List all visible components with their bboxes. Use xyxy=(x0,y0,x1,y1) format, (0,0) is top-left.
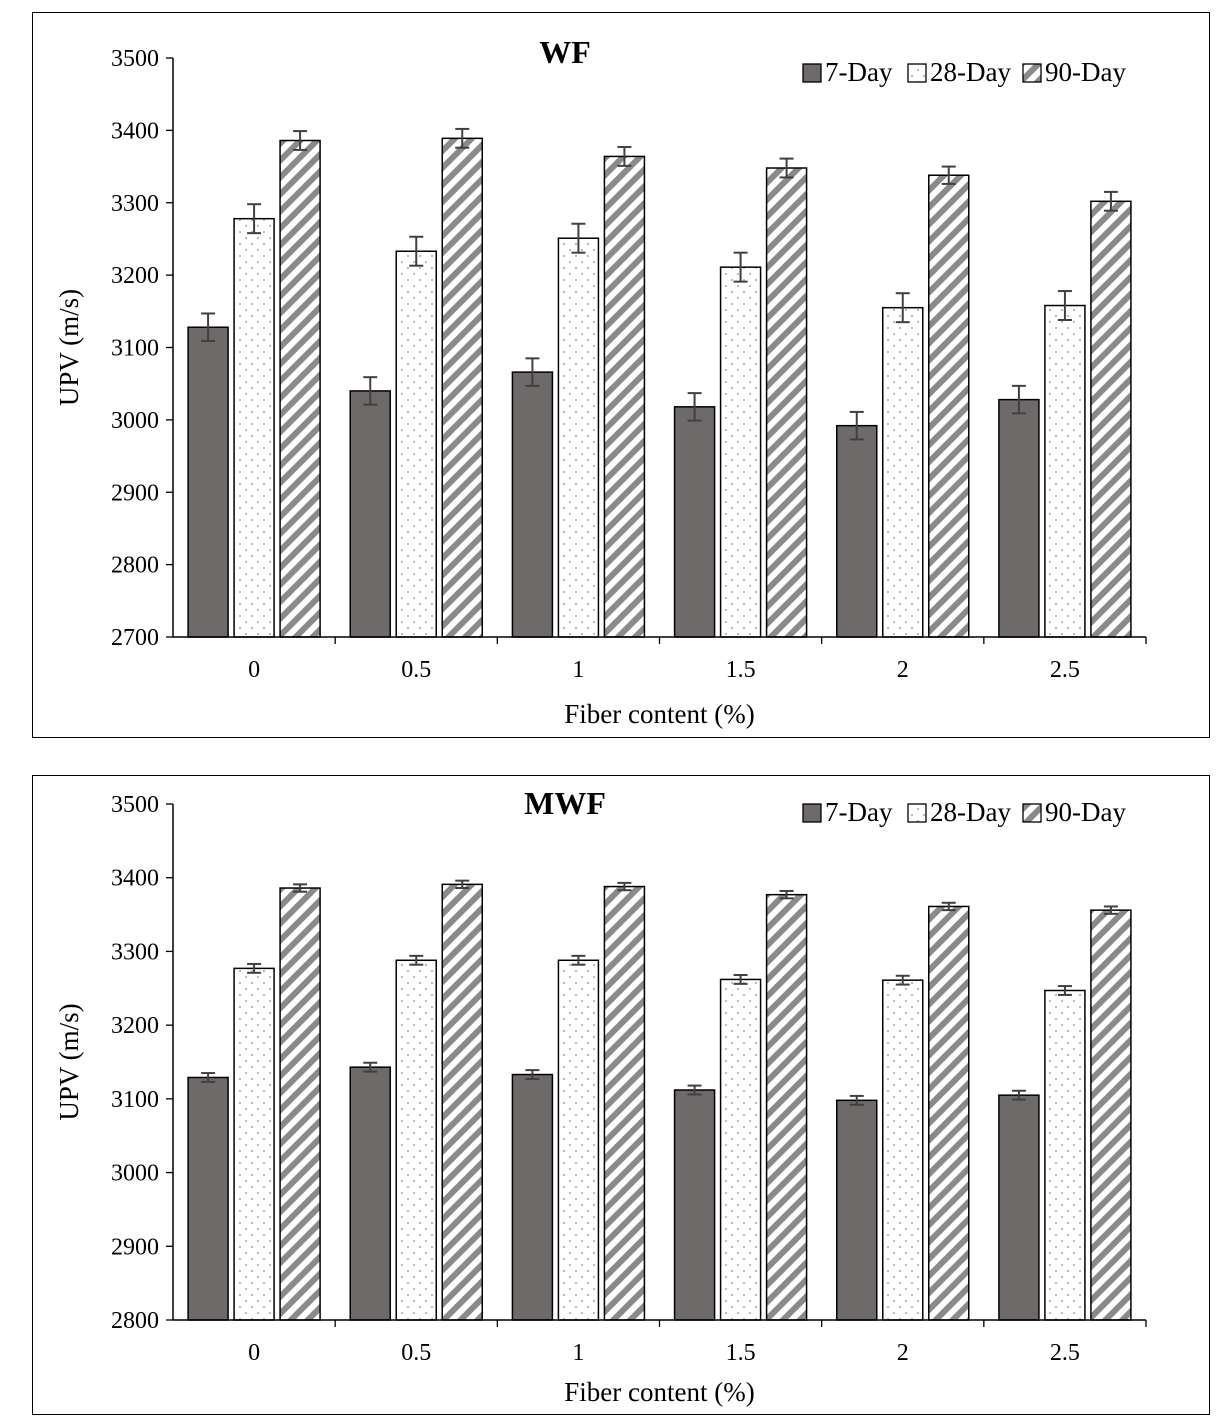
y-tick-label: 2800 xyxy=(111,553,159,579)
bar-28-day xyxy=(233,217,275,638)
bar-90-day xyxy=(279,139,321,638)
legend-label-7-day: 7-Day xyxy=(825,797,893,827)
y-axis-label: UPV (m/s) xyxy=(54,289,84,406)
bar-28-day xyxy=(557,237,600,638)
legend-swatch-90-day xyxy=(1022,63,1042,83)
bar-7-day xyxy=(836,1099,878,1321)
bar-7-day xyxy=(511,1073,554,1321)
y-tick-label: 3300 xyxy=(111,939,159,965)
bar-90-day xyxy=(603,885,646,1321)
bar-28-day xyxy=(1044,304,1086,638)
y-tick-label: 2700 xyxy=(111,625,159,651)
bar-90-day xyxy=(441,137,483,638)
bar-90-day xyxy=(765,167,808,638)
bar-28-day xyxy=(395,959,437,1321)
bar-7-day xyxy=(187,1076,229,1321)
bar-7-day xyxy=(349,1066,391,1321)
y-tick-label: 3400 xyxy=(111,118,159,144)
chart-svg-wf: 2700 2800 2900 3000 3100 3200 3300 3400 3500 0 0.5… xyxy=(54,34,1147,729)
bar-90-day xyxy=(1090,200,1132,638)
chart-title: MWF xyxy=(524,785,606,821)
bar-28-day xyxy=(233,967,275,1321)
chart-panel-wf: 2700 2800 2900 3000 3100 3200 3300 3400 3500 0 0.5… xyxy=(32,12,1210,738)
y-tick-label: 2800 xyxy=(111,1308,159,1334)
bar-90-day xyxy=(603,155,646,638)
bar-90-day xyxy=(928,905,970,1321)
bar-7-day xyxy=(349,390,391,638)
legend-label-7-day: 7-Day xyxy=(825,57,893,87)
y-tick-label: 2900 xyxy=(111,480,159,506)
x-axis-label: Fiber content (%) xyxy=(564,699,754,729)
y-tick-label: 3000 xyxy=(111,1161,159,1187)
bar-28-day xyxy=(882,306,924,638)
x-tick-label: 1 xyxy=(572,657,584,683)
bar-7-day xyxy=(673,406,716,638)
legend-swatch-90-day xyxy=(1022,803,1042,823)
y-tick-label: 3100 xyxy=(111,1087,159,1113)
chart-title: WF xyxy=(539,34,591,70)
y-tick-label: 3000 xyxy=(111,408,159,434)
bar-90-day xyxy=(279,887,321,1321)
bar-28-day xyxy=(882,979,924,1321)
x-axis-label: Fiber content (%) xyxy=(564,1377,754,1407)
y-tick-label: 3300 xyxy=(111,191,159,217)
x-tick-label: 0 xyxy=(248,657,260,683)
x-tick-label: 0 xyxy=(248,1340,260,1366)
x-tick-label: 1 xyxy=(572,1340,584,1366)
bar-90-day xyxy=(441,883,483,1321)
x-tick-label: 2.5 xyxy=(1050,1340,1080,1366)
legend-swatch-28-day xyxy=(907,803,927,823)
y-tick-label: 2900 xyxy=(111,1234,159,1260)
y-tick-label: 3500 xyxy=(111,46,159,72)
x-tick-label: 2 xyxy=(897,1340,909,1366)
bar-90-day xyxy=(765,893,808,1321)
bar-28-day xyxy=(1044,989,1086,1321)
legend-swatch-28-day xyxy=(907,63,927,83)
bar-28-day xyxy=(719,266,762,638)
y-tick-label: 3500 xyxy=(111,792,159,818)
chart-panel-mwf: 2800 2900 3000 3100 3200 3300 3400 3500 0 0.5 1 1.5… xyxy=(32,775,1210,1415)
x-tick-label: 2.5 xyxy=(1050,657,1080,683)
y-tick-label: 3200 xyxy=(111,1013,159,1039)
bar-7-day xyxy=(187,326,229,638)
x-tick-label: 0.5 xyxy=(401,657,431,683)
bar-28-day xyxy=(395,250,437,638)
y-tick-label: 3400 xyxy=(111,866,159,892)
bar-7-day xyxy=(998,1094,1040,1321)
bar-7-day xyxy=(511,371,554,638)
legend-label-90-day: 90-Day xyxy=(1045,57,1126,87)
legend-label-28-day: 28-Day xyxy=(930,797,1011,827)
chart-svg-mwf: 2800 2900 3000 3100 3200 3300 3400 3500 0 0.5 1 1.5… xyxy=(54,785,1147,1407)
bar-28-day xyxy=(719,978,762,1321)
legend-swatch-7-day xyxy=(802,803,822,823)
bar-28-day xyxy=(557,959,600,1321)
x-tick-label: 1.5 xyxy=(726,657,756,683)
bar-7-day xyxy=(673,1089,716,1321)
bar-7-day xyxy=(998,398,1040,638)
legend-swatch-7-day xyxy=(802,63,822,83)
y-tick-label: 3200 xyxy=(111,263,159,289)
x-tick-label: 1.5 xyxy=(726,1340,756,1366)
bar-7-day xyxy=(836,424,878,638)
bar-90-day xyxy=(928,174,970,638)
y-axis-label: UPV (m/s) xyxy=(54,1003,84,1120)
bar-90-day xyxy=(1090,909,1132,1321)
x-tick-label: 2 xyxy=(897,657,909,683)
legend-label-90-day: 90-Day xyxy=(1045,797,1126,827)
legend-label-28-day: 28-Day xyxy=(930,57,1011,87)
x-tick-label: 0.5 xyxy=(401,1340,431,1366)
y-tick-label: 3100 xyxy=(111,336,159,362)
